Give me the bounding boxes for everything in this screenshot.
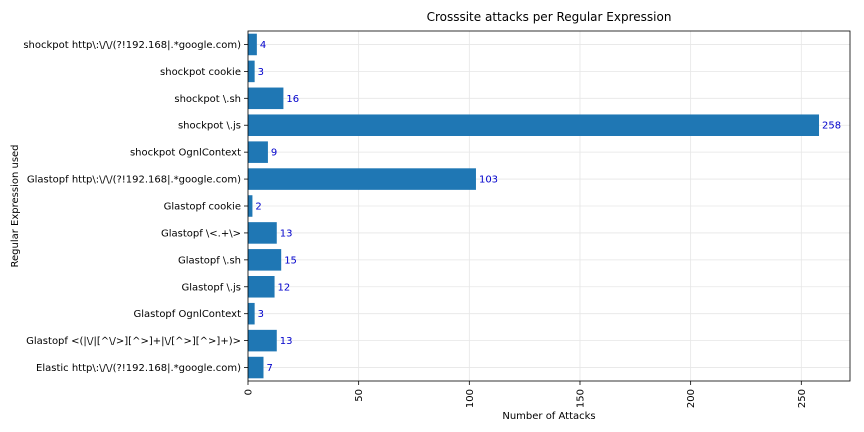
- y-tick-label: Elastic http\:\/\/(?!192.168|.*google.co…: [36, 363, 241, 374]
- bar-value-label: 3: [258, 67, 264, 78]
- y-tick-label: shockpot http\:\/\/(?!192.168|.*google.c…: [23, 40, 241, 51]
- y-tick-label: shockpot \.sh: [174, 94, 241, 105]
- y-tick-label: shockpot OgnlContext: [130, 148, 241, 159]
- y-tick-label: shockpot cookie: [160, 67, 241, 78]
- bar-value-label: 13: [280, 336, 293, 347]
- bar-value-label: 15: [284, 255, 297, 266]
- bar: [248, 168, 476, 190]
- y-axis-label: Regular Expression used: [10, 144, 21, 267]
- data-labels: 7 13 3 12 15 13 2 103 9 258 16 3 4: [255, 40, 841, 374]
- x-tick-label: 150: [575, 389, 586, 408]
- bar-value-label: 103: [479, 175, 498, 186]
- bar-value-label: 9: [271, 148, 277, 159]
- bar: [248, 87, 284, 110]
- bar-value-label: 4: [260, 40, 266, 51]
- bar-value-label: 3: [258, 309, 264, 320]
- y-tick-label: shockpot \.js: [178, 121, 241, 132]
- chart-title: Crosssite attacks per Regular Expression: [427, 10, 672, 24]
- bar-value-label: 7: [266, 363, 272, 374]
- bar-value-label: 2: [255, 202, 261, 213]
- bar: [248, 114, 820, 136]
- x-axis-label: Number of Attacks: [502, 411, 595, 422]
- bar-value-label: 13: [280, 228, 293, 239]
- bar-value-label: 16: [286, 94, 299, 105]
- bar: [248, 249, 282, 271]
- y-tick-label: Glastopf \<.+\>: [161, 228, 241, 239]
- bar: [248, 276, 275, 298]
- x-tick-label: 200: [686, 389, 697, 408]
- bar-value-label: 12: [278, 282, 291, 293]
- y-tick-label: Glastopf cookie: [164, 202, 241, 213]
- bar: [248, 60, 255, 83]
- grid-lines: [247, 31, 850, 381]
- bar: [248, 329, 277, 352]
- axis-ticks: 0 50 100 150 200 250 Elastic http\:\/\/(?!192.…: [23, 40, 807, 408]
- bar-value-label: 258: [822, 121, 841, 132]
- x-tick-label: 0: [244, 389, 255, 395]
- y-tick-label: Glastopf OgnlContext: [134, 309, 242, 320]
- y-tick-label: Glastopf \.js: [182, 282, 242, 293]
- y-tick-label: Glastopf \.sh: [178, 255, 241, 266]
- x-tick-label: 250: [797, 389, 808, 408]
- bar: [248, 302, 255, 325]
- x-tick-label: 100: [465, 389, 476, 408]
- bar: [248, 141, 268, 163]
- bar: [248, 222, 277, 244]
- y-tick-label: Glastopf http\:\/\/(?!192.168|.*google.c…: [27, 175, 241, 186]
- bar: [248, 195, 253, 217]
- bar: [248, 356, 264, 379]
- y-tick-label: Glastopf <(|\/|[^\/>][^>]+|\/[^>][^>]+)>: [26, 336, 241, 347]
- bars: [248, 33, 820, 379]
- bar: [248, 33, 257, 56]
- x-tick-label: 50: [354, 389, 365, 402]
